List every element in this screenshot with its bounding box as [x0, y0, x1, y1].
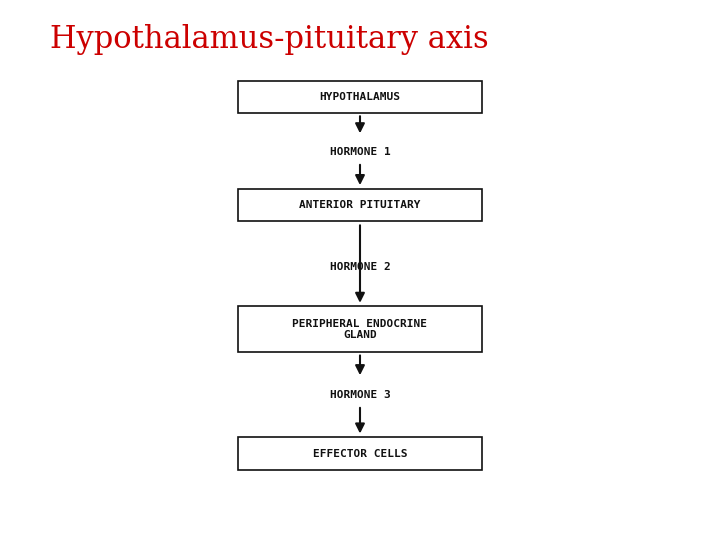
- Text: Hypothalamus-pituitary axis: Hypothalamus-pituitary axis: [50, 24, 489, 55]
- Text: ANTERIOR PITUITARY: ANTERIOR PITUITARY: [300, 200, 420, 210]
- Text: HYPOTHALAMUS: HYPOTHALAMUS: [320, 92, 400, 102]
- Text: HORMONE 2: HORMONE 2: [330, 262, 390, 272]
- Text: EFFECTOR CELLS: EFFECTOR CELLS: [312, 449, 408, 458]
- Bar: [238, 306, 482, 352]
- Text: HORMONE 1: HORMONE 1: [330, 147, 390, 157]
- Bar: [238, 81, 482, 113]
- Text: PERIPHERAL ENDOCRINE
GLAND: PERIPHERAL ENDOCRINE GLAND: [292, 319, 428, 340]
- Bar: [238, 189, 482, 221]
- Text: HORMONE 3: HORMONE 3: [330, 390, 390, 400]
- Bar: [238, 437, 482, 470]
